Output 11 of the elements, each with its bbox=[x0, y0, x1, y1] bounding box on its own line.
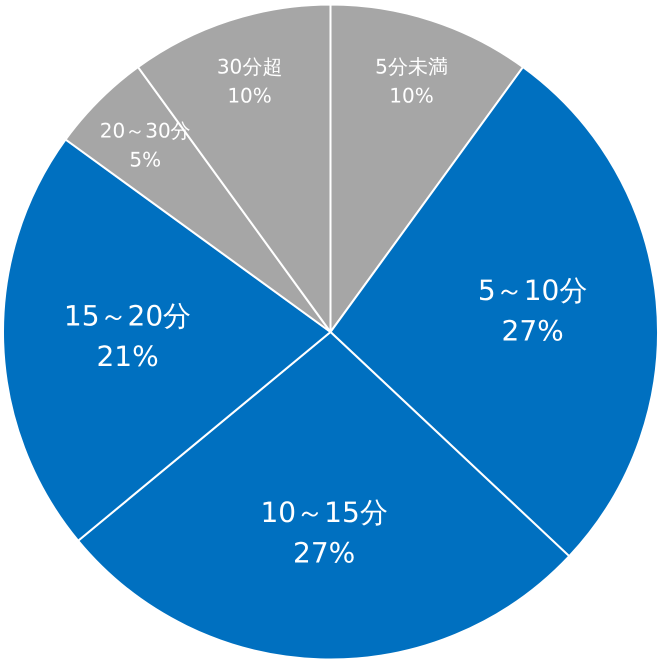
data-label: 5% bbox=[129, 147, 162, 172]
slice-label: 5分未満 bbox=[375, 54, 448, 79]
slice-label: 30分超 bbox=[216, 54, 282, 79]
data-label: 27% bbox=[502, 314, 564, 348]
data-label: 21% bbox=[96, 340, 159, 373]
data-label: 10% bbox=[227, 84, 272, 108]
data-label: 27% bbox=[293, 536, 356, 570]
data-label: 10% bbox=[389, 84, 434, 108]
slice-label: 15～20分 bbox=[64, 299, 192, 332]
slice-label: 5～10分 bbox=[478, 274, 588, 307]
slice-label: 10～15分 bbox=[260, 496, 388, 529]
